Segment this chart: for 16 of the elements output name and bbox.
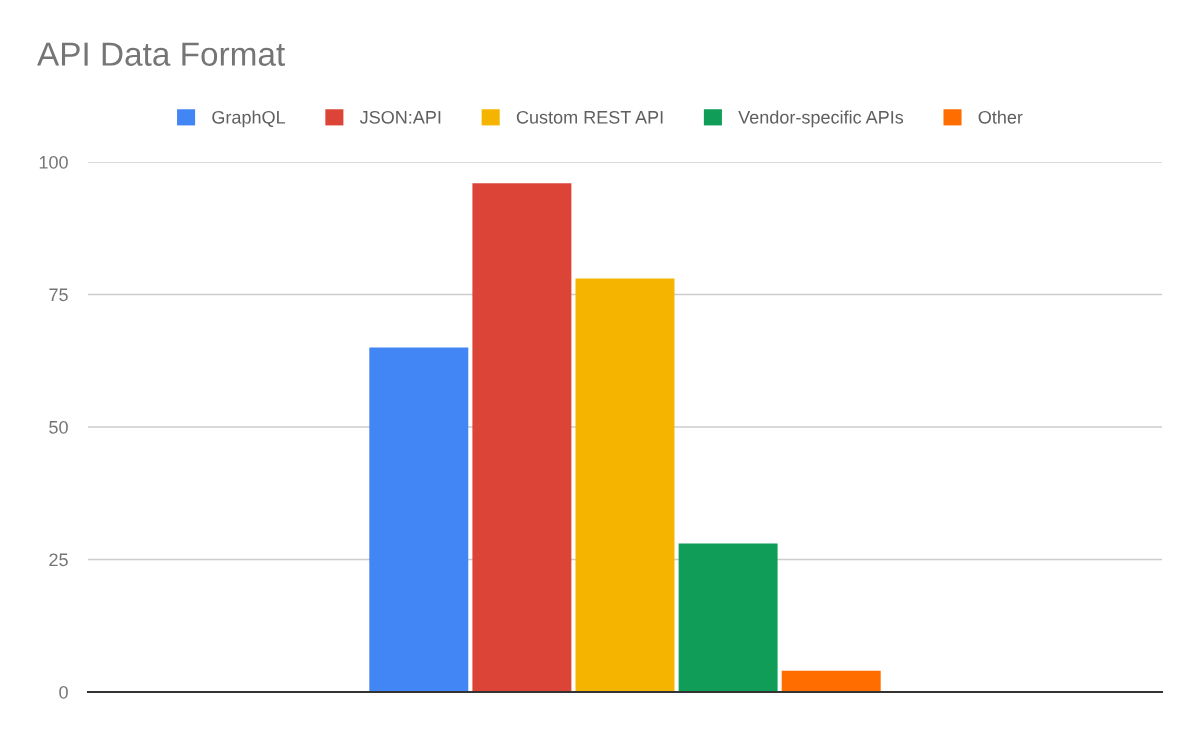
y-tick-label: 25	[49, 553, 68, 567]
legend-label: JSON:API	[359, 110, 441, 124]
y-tick-label: 100	[39, 155, 68, 169]
y-tick-label: 50	[49, 420, 68, 434]
legend-label: Other	[978, 110, 1023, 124]
y-tick-label: 0	[59, 685, 68, 699]
bar	[369, 347, 469, 692]
legend-label: GraphQL	[212, 110, 286, 128]
chart-title: API Data Format	[37, 42, 285, 66]
legend-label: Custom REST API	[516, 110, 663, 124]
y-tick-label: 75	[49, 288, 68, 302]
bar	[472, 183, 572, 692]
bar	[678, 543, 778, 692]
bar	[575, 278, 675, 692]
bar	[781, 670, 881, 692]
legend-label: Vendor-specific APIs	[738, 110, 904, 128]
